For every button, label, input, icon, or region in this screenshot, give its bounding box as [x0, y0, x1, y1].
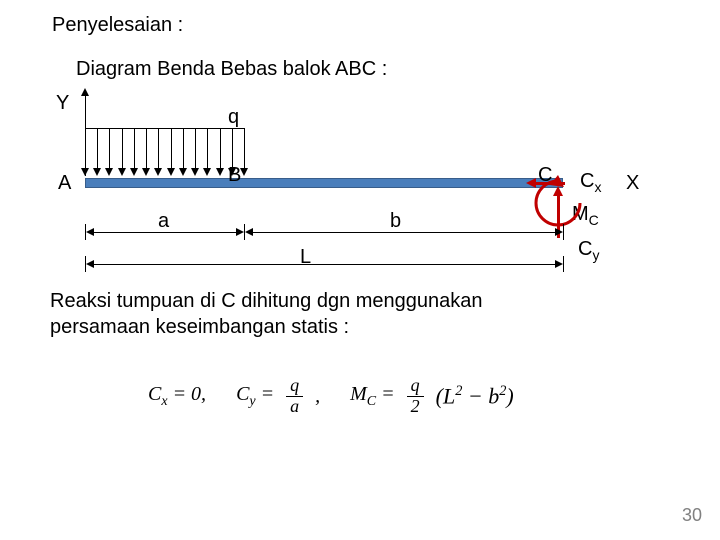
load-arrow-head	[191, 168, 199, 176]
point-b-label: B	[228, 164, 241, 187]
point-a-label: A	[58, 172, 71, 195]
load-q-label: q	[228, 106, 239, 129]
load-arrow-head	[105, 168, 113, 176]
load-arrow-head	[216, 168, 224, 176]
load-arrow-shaft	[97, 128, 98, 169]
load-arrow-shaft	[109, 128, 110, 169]
eq-frac1: q a	[286, 376, 303, 417]
load-arrow-head	[130, 168, 138, 176]
eq-frac2: q 2	[407, 376, 424, 417]
title: Penyelesaian :	[52, 14, 183, 37]
eq-cy: Cy =	[236, 383, 274, 410]
axis-y-arrowhead	[81, 88, 89, 96]
load-arrow-shaft	[122, 128, 123, 169]
load-arrow-head	[81, 168, 89, 176]
eq-mc: MC =	[350, 383, 395, 410]
dim-b-tick-right	[563, 224, 564, 240]
load-arrow-head	[118, 168, 126, 176]
load-arrow-shaft	[183, 128, 184, 169]
dim-l-label: L	[300, 246, 311, 269]
load-arrow-shaft	[146, 128, 147, 169]
eq-cx: Cx = 0,	[148, 383, 206, 410]
eq-comma: ,	[315, 385, 320, 408]
load-arrow-shaft	[244, 128, 245, 169]
load-arrow-head	[179, 168, 187, 176]
load-arrow-shaft	[207, 128, 208, 169]
load-arrow-shaft	[171, 128, 172, 169]
dim-b-arrow-left	[245, 228, 253, 236]
load-arrow-head	[167, 168, 175, 176]
slide: Penyelesaian : Diagram Benda Bebas balok…	[0, 0, 720, 540]
load-arrow-shaft	[158, 128, 159, 169]
slide-number: 30	[682, 505, 702, 526]
dim-b-line	[252, 232, 555, 233]
load-arrow-shaft	[134, 128, 135, 169]
paragraph-line2: persamaan keseimbangan statis :	[50, 316, 349, 339]
axis-x-label: X	[626, 172, 639, 195]
load-arrow-head	[142, 168, 150, 176]
load-arrow-shaft	[85, 128, 86, 169]
dim-l-line	[93, 264, 555, 265]
load-arrow-shaft	[195, 128, 196, 169]
dim-l-arrow-left	[86, 260, 94, 268]
reaction-cy-label: Cy	[578, 238, 599, 263]
dim-l-tick-right	[563, 256, 564, 272]
beam-abc	[85, 178, 563, 188]
equations: Cx = 0, Cy = q a , MC = q 2 (L2 − b2)	[148, 376, 514, 417]
dim-b-label: b	[390, 210, 401, 233]
dim-b-arrow-right	[555, 228, 563, 236]
dim-a-arrow-left	[86, 228, 94, 236]
subtitle: Diagram Benda Bebas balok ABC :	[76, 58, 387, 81]
dim-a-arrow-right	[236, 228, 244, 236]
reaction-cy-arrowhead	[553, 186, 563, 196]
dim-a-label: a	[158, 210, 169, 233]
paragraph-line1: Reaksi tumpuan di C dihitung dgn menggun…	[50, 290, 483, 313]
load-arrow-head	[93, 168, 101, 176]
load-arrow-shaft	[220, 128, 221, 169]
eq-paren: (L2 − b2)	[436, 383, 514, 409]
load-arrow-head	[203, 168, 211, 176]
load-arrow-head	[154, 168, 162, 176]
dim-l-arrow-right	[555, 260, 563, 268]
axis-y-label: Y	[56, 92, 69, 115]
load-arrow-shaft	[232, 128, 233, 169]
